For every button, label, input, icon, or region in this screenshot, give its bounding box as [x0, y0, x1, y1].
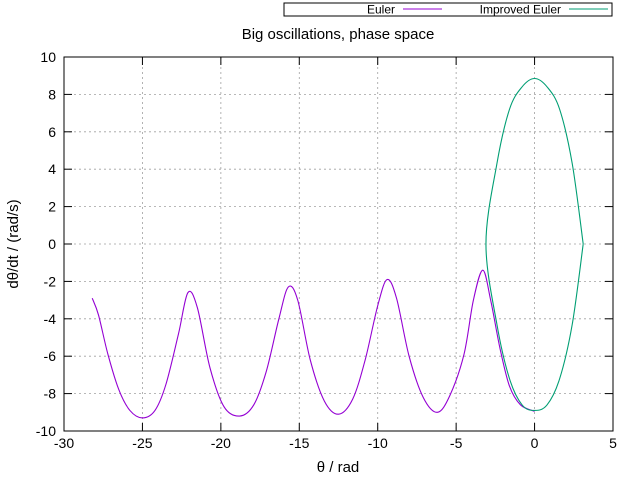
y-tick-label: -10	[36, 423, 56, 439]
legend-box	[284, 3, 612, 16]
y-tick-label: 6	[48, 124, 56, 140]
x-tick-label: -25	[132, 435, 152, 451]
y-tick-label: -8	[44, 386, 57, 402]
legend-label-improved-euler: Improved Euler	[480, 3, 561, 17]
x-tick-label: 0	[531, 435, 539, 451]
chart-title: Big oscillations, phase space	[242, 26, 435, 43]
y-tick-label: -4	[44, 311, 57, 327]
grid	[64, 57, 613, 431]
y-tick-label: -2	[44, 273, 57, 289]
x-tick-label: -20	[211, 435, 231, 451]
x-tick-label: 5	[609, 435, 617, 451]
y-tick-label: 10	[40, 49, 56, 65]
y-axis-title: dθ/dt / (rad/s)	[5, 199, 22, 288]
series-line-euler	[92, 270, 534, 418]
legend: Euler Improved Euler	[284, 3, 612, 17]
x-tick-label: -5	[450, 435, 463, 451]
data-series	[92, 79, 583, 418]
y-tick-label: 2	[48, 199, 56, 215]
x-tick-label: -30	[54, 435, 74, 451]
y-tick-label: -6	[44, 348, 57, 364]
x-tick-label: -15	[289, 435, 309, 451]
x-axis-title: θ / rad	[317, 459, 360, 476]
legend-label-euler: Euler	[367, 3, 395, 17]
y-tick-label: 4	[48, 161, 56, 177]
y-tick-label: 8	[48, 86, 56, 102]
x-tick-label: -10	[368, 435, 388, 451]
y-tick-label: 0	[48, 236, 56, 252]
